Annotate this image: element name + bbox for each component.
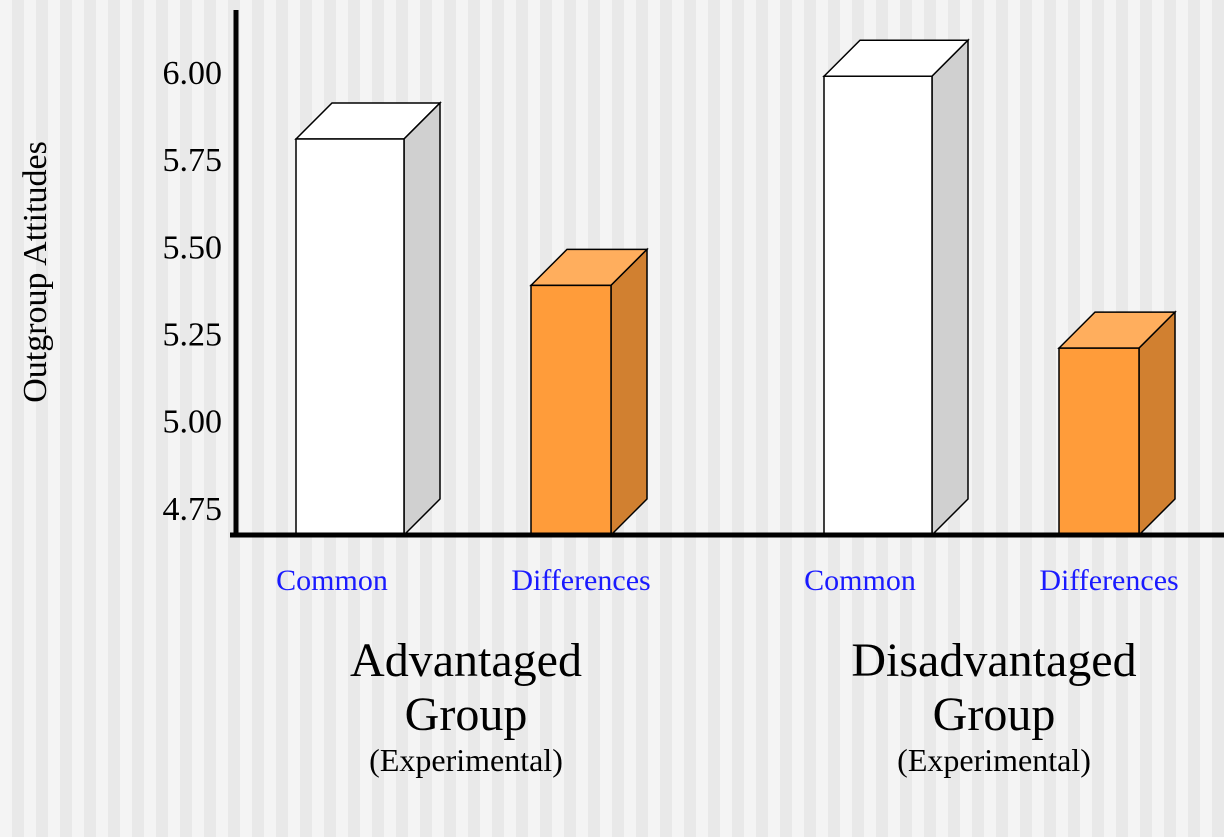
series-label: Differences — [1039, 564, 1178, 597]
category-note: (Experimental) — [369, 742, 563, 778]
bar — [1057, 310, 1177, 537]
series-label: Common — [804, 564, 916, 597]
category-label: Advantaged Group (Experimental) — [256, 634, 676, 778]
y-tick-label: 5.50 — [163, 229, 223, 266]
bar-side — [1138, 310, 1176, 537]
bar-front — [1058, 347, 1140, 536]
bar — [294, 101, 442, 537]
series-label: Common — [276, 564, 388, 597]
category-label: Disadvantaged Group (Experimental) — [784, 634, 1204, 778]
bar-front — [530, 284, 612, 536]
y-tick-label: 6.00 — [163, 55, 223, 92]
category-name: Disadvantaged Group — [851, 634, 1137, 741]
y-tick-label: 5.75 — [163, 142, 223, 179]
y-axis-label: Outgroup Attitudes — [17, 141, 54, 403]
bar-side — [610, 247, 648, 537]
bar-front — [823, 75, 933, 536]
bar — [822, 38, 970, 537]
y-tick-label: 5.00 — [163, 404, 223, 441]
series-label: Differences — [511, 564, 650, 597]
y-tick-label: 4.75 — [163, 491, 223, 528]
bar-front — [295, 138, 405, 536]
bar-side — [931, 38, 969, 537]
bar — [529, 247, 649, 537]
y-tick-label: 5.25 — [163, 316, 223, 353]
category-note: (Experimental) — [897, 742, 1091, 778]
category-name: Advantaged Group — [350, 634, 582, 741]
bar-side — [403, 101, 441, 537]
